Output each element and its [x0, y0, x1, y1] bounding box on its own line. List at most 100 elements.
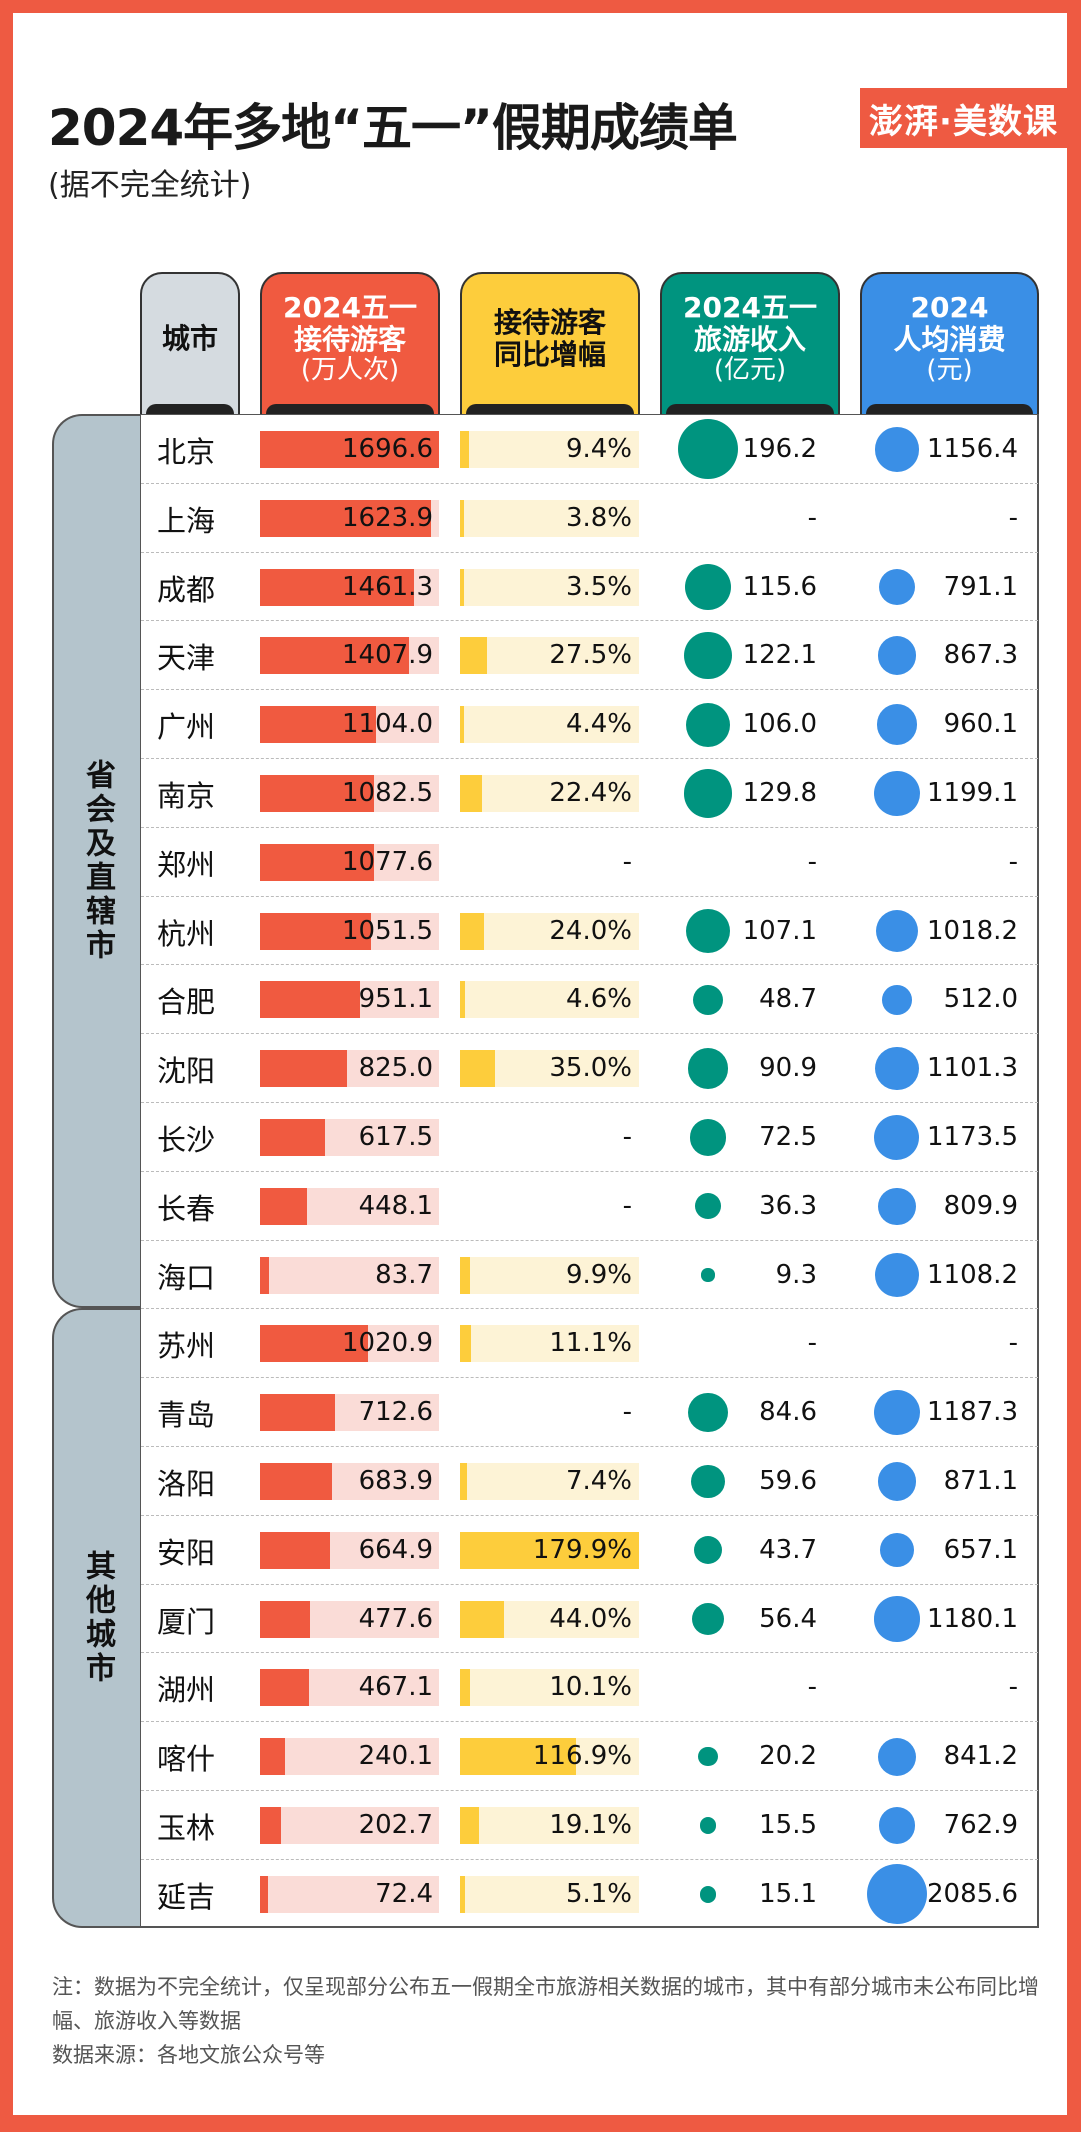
header-growth-line2: 同比增幅 [493, 338, 606, 371]
visitors-bar [260, 1463, 333, 1500]
city-name: 玉林 [157, 1811, 216, 1845]
group-label-box: 省会及直辖市 [52, 414, 140, 1309]
visitors-bar-track [260, 1325, 439, 1363]
city-name: 沈阳 [157, 1054, 216, 1089]
growth-value: 27.5% [549, 640, 632, 671]
header-visitors: 2024五一 接待游客 (万人次) [260, 272, 440, 414]
visitors-bar [260, 706, 377, 744]
visitors-bar-track [260, 431, 439, 468]
visitors-bar [260, 1050, 348, 1088]
revenue-circle [678, 419, 738, 480]
revenue-value: 56.4 [759, 1603, 817, 1634]
revenue-circle [684, 632, 732, 680]
revenue-value: 129.8 [742, 778, 817, 808]
revenue-value: - [807, 846, 817, 877]
revenue-value: 84.6 [759, 1397, 817, 1428]
visitors-bar [260, 568, 415, 606]
visitors-bar [260, 1875, 268, 1913]
spend-circle [875, 1046, 919, 1091]
header-visitors-unit: (万人次) [300, 355, 400, 386]
visitors-bar-track [260, 706, 439, 744]
revenue-circle [685, 702, 731, 747]
spend-value: 1199.1 [927, 778, 1018, 808]
revenue-circle [699, 1816, 717, 1834]
table-row: 长沙 617.5 - 72.5 1173.5 [141, 1103, 1038, 1172]
growth-value: - [622, 846, 632, 877]
table-row: 广州 1104.0 4.4% 106.0 960.1 [141, 690, 1038, 759]
visitors-bar-track [260, 981, 439, 1019]
growth-bar [460, 1738, 577, 1776]
growth-value: 10.1% [549, 1672, 632, 1703]
spend-circle [874, 1389, 920, 1436]
growth-bar [460, 1807, 479, 1844]
visitors-bar-track [260, 1119, 439, 1156]
header-spend-line1: 2024 [910, 290, 989, 324]
growth-bar [460, 1463, 468, 1500]
revenue-circle [693, 984, 723, 1015]
visitors-bar [260, 912, 371, 950]
growth-value: 22.4% [549, 778, 632, 808]
table-row: 南京 1082.5 22.4% 129.8 1199.1 [141, 759, 1038, 828]
growth-value: 5.1% [565, 1878, 632, 1909]
city-name: 厦门 [157, 1604, 216, 1639]
visitors-bar [260, 843, 374, 881]
revenue-value: 196.2 [742, 434, 817, 464]
visitors-bar-track [260, 1050, 439, 1088]
growth-bar-track [460, 1325, 639, 1363]
visitors-value: 712.6 [358, 1397, 433, 1428]
revenue-circle [691, 1602, 725, 1636]
growth-bar [460, 568, 464, 606]
visitors-bar [260, 775, 375, 812]
visitors-bar-track [260, 1807, 439, 1844]
visitors-bar-track [260, 1600, 439, 1638]
spend-value: 1018.2 [927, 915, 1018, 946]
visitors-bar-track [260, 1463, 439, 1500]
visitors-bar-track [260, 843, 439, 881]
growth-bar [460, 1875, 466, 1913]
growth-bar-track [460, 431, 639, 468]
table-row: 北京 1696.6 9.4% 196.2 1156.4 [141, 415, 1038, 484]
growth-bar [460, 431, 470, 468]
spend-circle [877, 636, 917, 676]
spend-value: 841.2 [943, 1741, 1018, 1772]
visitors-value: 951.1 [358, 984, 433, 1015]
visitors-bar-track [260, 1187, 439, 1225]
city-name: 上海 [157, 503, 216, 538]
growth-bar-track [460, 499, 639, 537]
footnote-text: 注：数据为不完全统计，仅呈现部分公布五一假期全市旅游相关数据的城市，其中有部分城… [52, 1975, 1039, 2033]
spend-circle [882, 984, 912, 1015]
visitors-bar-track [260, 1394, 439, 1432]
header-spend: 2024 人均消费 (元) [860, 272, 1039, 414]
spend-value: 871.1 [943, 1466, 1018, 1496]
city-name: 湖州 [157, 1673, 216, 1708]
revenue-value: 122.1 [742, 640, 817, 671]
visitors-bar-track [260, 1875, 439, 1913]
growth-value: - [622, 1397, 632, 1428]
growth-value: 11.1% [549, 1328, 632, 1359]
growth-bar-track [460, 1669, 639, 1707]
growth-bar [460, 706, 465, 744]
visitors-value: 825.0 [358, 1053, 433, 1084]
city-name: 海口 [157, 1260, 216, 1295]
visitors-bar [260, 431, 439, 468]
header-revenue-line2: 旅游收入 [693, 323, 806, 357]
city-name: 南京 [157, 779, 216, 813]
visitors-bar-track [260, 912, 439, 950]
growth-bar-track [460, 775, 639, 812]
visitors-value: 240.1 [358, 1741, 433, 1772]
table-row: 合肥 951.1 4.6% 48.7 512.0 [141, 965, 1038, 1035]
revenue-circle [693, 1536, 723, 1565]
city-name: 合肥 [157, 985, 216, 1020]
revenue-value: 15.5 [759, 1810, 817, 1840]
growth-bar [460, 981, 465, 1019]
spend-circle [878, 1187, 916, 1225]
city-name: 郑州 [157, 847, 216, 882]
growth-bar [460, 637, 488, 675]
visitors-bar [260, 1600, 311, 1638]
spend-value: 512.0 [943, 984, 1018, 1015]
revenue-circle [699, 1885, 717, 1903]
page-subtitle: (据不完全统计) [48, 168, 252, 203]
city-name: 长春 [157, 1191, 216, 1226]
visitors-bar-track [260, 1669, 439, 1707]
spend-circle [877, 1462, 917, 1501]
